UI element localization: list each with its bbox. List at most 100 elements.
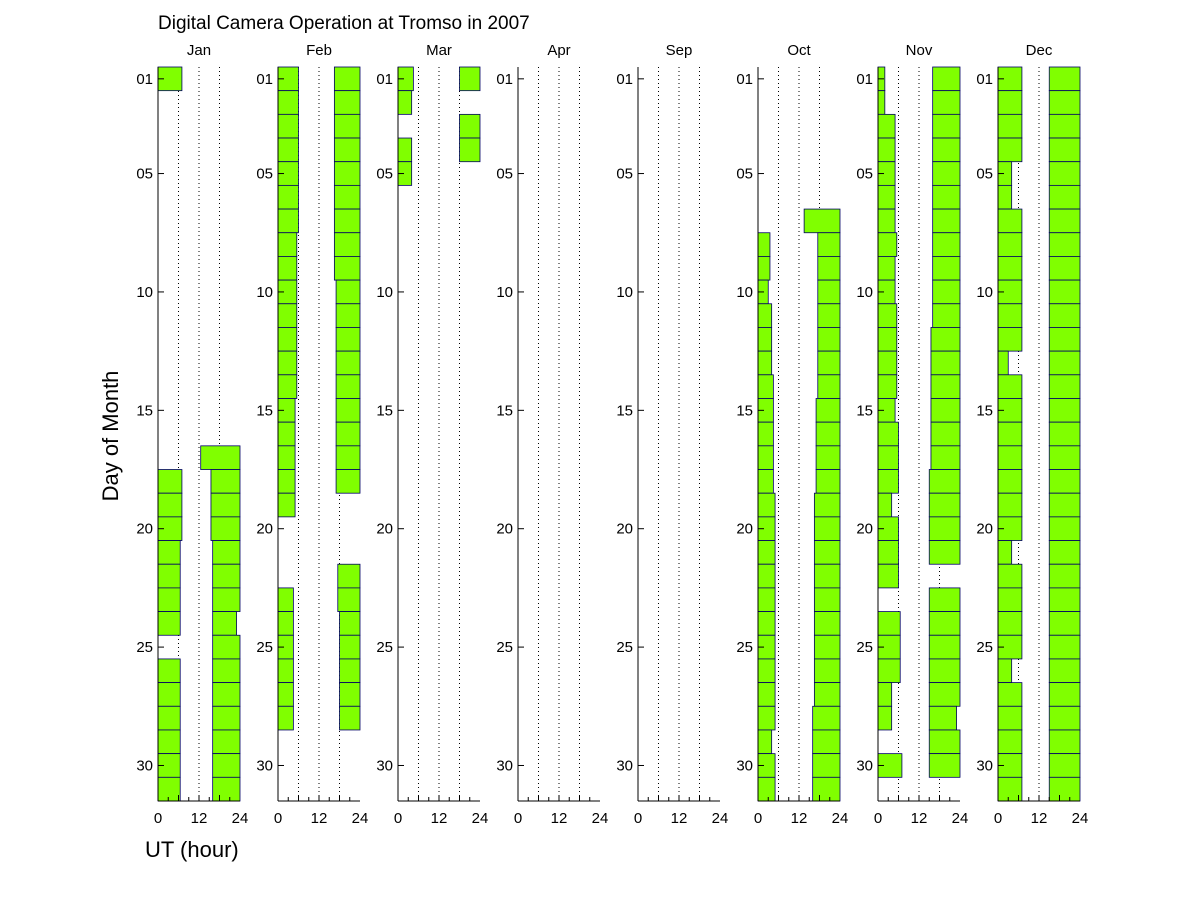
y-tick-label: 15	[496, 402, 513, 419]
operation-bar	[812, 753, 841, 778]
operation-bar	[212, 611, 237, 636]
y-tick-label: 05	[736, 166, 753, 183]
operation-bar	[997, 303, 1023, 328]
y-tick-label: 01	[736, 71, 753, 88]
x-tick-label: 24	[712, 810, 729, 827]
operation-bar	[212, 540, 241, 565]
y-tick-label: 05	[976, 166, 993, 183]
operation-bar	[815, 469, 841, 494]
y-tick-label: 10	[976, 284, 993, 301]
operation-bar	[339, 658, 361, 684]
x-tick-label: 12	[191, 810, 208, 827]
operation-bar	[277, 469, 296, 494]
y-tick-label: 05	[616, 166, 633, 183]
operation-bar	[333, 90, 361, 115]
operation-bar	[997, 729, 1023, 755]
operation-bar	[1048, 279, 1081, 305]
operation-bar	[335, 374, 361, 399]
operation-bar	[997, 208, 1023, 234]
operation-bar	[997, 705, 1023, 731]
y-tick-label: 15	[376, 402, 393, 419]
operation-bar	[337, 587, 361, 612]
operation-bar	[277, 327, 298, 352]
operation-bar	[877, 492, 893, 518]
operation-bar	[997, 374, 1023, 399]
operation-bar	[997, 113, 1023, 139]
operation-bar	[932, 279, 961, 305]
x-tick-label: 12	[671, 810, 688, 827]
panel-jan: Jan 01 05 10 15 20 25 30 0 12 24	[136, 42, 248, 827]
operation-bar	[757, 492, 776, 518]
operation-bar	[813, 492, 841, 518]
operation-bar	[157, 563, 181, 589]
operation-bar	[335, 303, 361, 328]
operation-bar	[1048, 421, 1081, 447]
operation-bar	[877, 421, 899, 447]
x-tick-label: 24	[952, 810, 969, 827]
operation-bar	[212, 705, 241, 731]
operation-bar	[212, 587, 241, 612]
operation-bar	[757, 611, 776, 636]
operation-bar	[997, 327, 1023, 352]
operation-bar	[928, 658, 961, 684]
operation-bar	[1048, 445, 1081, 470]
operation-bar	[757, 303, 773, 328]
y-tick-label: 01	[136, 71, 153, 88]
operation-bar	[928, 705, 957, 731]
operation-bar	[813, 658, 841, 684]
y-tick-label: 05	[856, 166, 873, 183]
chart-title: Digital Camera Operation at Tromso in 20…	[158, 13, 530, 34]
y-tick-label: 01	[376, 71, 393, 88]
operation-bar	[812, 705, 841, 731]
operation-bar	[157, 776, 181, 802]
y-tick-label: 01	[856, 71, 873, 88]
operation-bar	[930, 421, 961, 447]
operation-bar	[930, 445, 961, 470]
operation-bar	[812, 729, 841, 755]
operation-bar	[277, 232, 298, 257]
operation-bar	[459, 113, 481, 139]
y-tick-label: 10	[856, 284, 873, 301]
operation-bar	[932, 66, 961, 92]
operation-bar	[1048, 398, 1081, 423]
operation-bar	[997, 445, 1023, 470]
operation-bar	[277, 611, 294, 636]
operation-bar	[997, 587, 1023, 612]
operation-bar	[212, 563, 241, 589]
y-tick-label: 30	[976, 757, 993, 774]
y-tick-label: 25	[136, 639, 153, 656]
y-tick-label: 20	[616, 521, 633, 538]
operation-bar	[1048, 682, 1081, 707]
x-tick-label: 0	[274, 810, 282, 827]
operation-bar	[1048, 776, 1081, 802]
operation-bar	[930, 374, 961, 399]
operation-bar	[803, 208, 841, 234]
operation-bar	[277, 350, 298, 376]
operation-bar	[877, 232, 898, 257]
operation-bar	[335, 398, 361, 423]
operation-bar	[1048, 563, 1081, 589]
operation-bar	[932, 113, 961, 139]
operation-bar	[339, 611, 361, 636]
x-tick-label: 12	[911, 810, 928, 827]
operation-bar	[335, 421, 361, 447]
operation-bar	[157, 611, 181, 636]
operation-bar	[277, 658, 294, 684]
operation-bar	[277, 184, 299, 210]
y-tick-label: 05	[136, 166, 153, 183]
operation-bar	[277, 587, 294, 612]
operation-bar	[277, 682, 294, 707]
month-label: Oct	[787, 42, 811, 59]
y-tick-label: 10	[736, 284, 753, 301]
panel-oct: Oct 01 05 10 15 20 25 30 0 12 24	[736, 42, 848, 827]
operation-bar	[997, 611, 1023, 636]
operation-bar	[277, 113, 299, 139]
operation-bar	[339, 634, 361, 660]
operation-bar	[757, 469, 774, 494]
x-axis-label: UT (hour)	[145, 837, 239, 862]
month-label: Nov	[906, 42, 933, 59]
x-tick-label: 0	[754, 810, 762, 827]
operation-bar	[997, 540, 1013, 565]
operation-bar	[277, 90, 299, 115]
y-tick-label: 25	[496, 639, 513, 656]
